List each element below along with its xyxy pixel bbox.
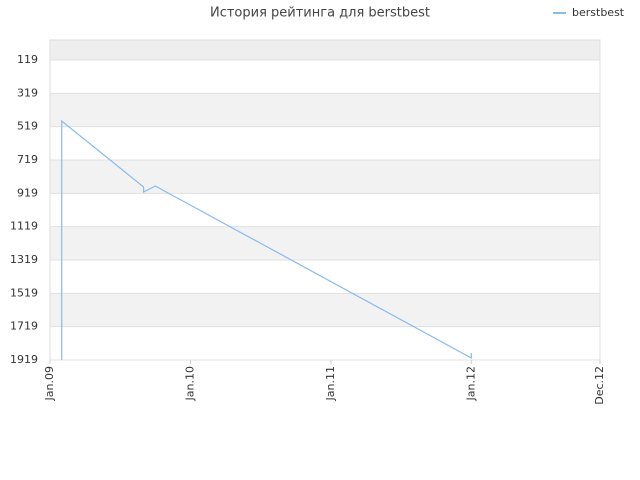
x-tick-label: Jan.09 [43, 366, 56, 401]
y-tick-label: 1519 [10, 286, 38, 299]
plot-band [50, 193, 600, 227]
plot-band [50, 260, 600, 294]
plot-band [50, 60, 600, 94]
plot-band [50, 126, 600, 160]
legend-label: berstbest [572, 6, 625, 19]
plot-band [50, 326, 600, 360]
plot-band [50, 293, 600, 327]
plot-band [50, 93, 600, 127]
y-tick-label: 919 [17, 186, 38, 199]
y-tick-label: 1319 [10, 253, 38, 266]
x-tick-label: Jan.11 [324, 366, 337, 401]
y-tick-label: 719 [17, 153, 38, 166]
x-tick-label: Jan.12 [464, 366, 477, 401]
chart-title: История рейтинга для berstbest [210, 6, 430, 21]
plot-band [50, 226, 600, 260]
x-tick-label: Jan.10 [183, 366, 196, 401]
plot-band [50, 40, 600, 60]
line-series [61, 119, 472, 360]
y-tick-label: 119 [17, 53, 38, 66]
y-tick-label: 1719 [10, 320, 38, 333]
y-tick-label: 519 [17, 120, 38, 133]
y-tick-label: 1119 [10, 220, 38, 233]
x-tick-label: Dec.12 [593, 366, 606, 405]
y-tick-label: 1919 [10, 353, 38, 366]
y-tick-label: 319 [17, 86, 38, 99]
plot-band [50, 160, 600, 194]
